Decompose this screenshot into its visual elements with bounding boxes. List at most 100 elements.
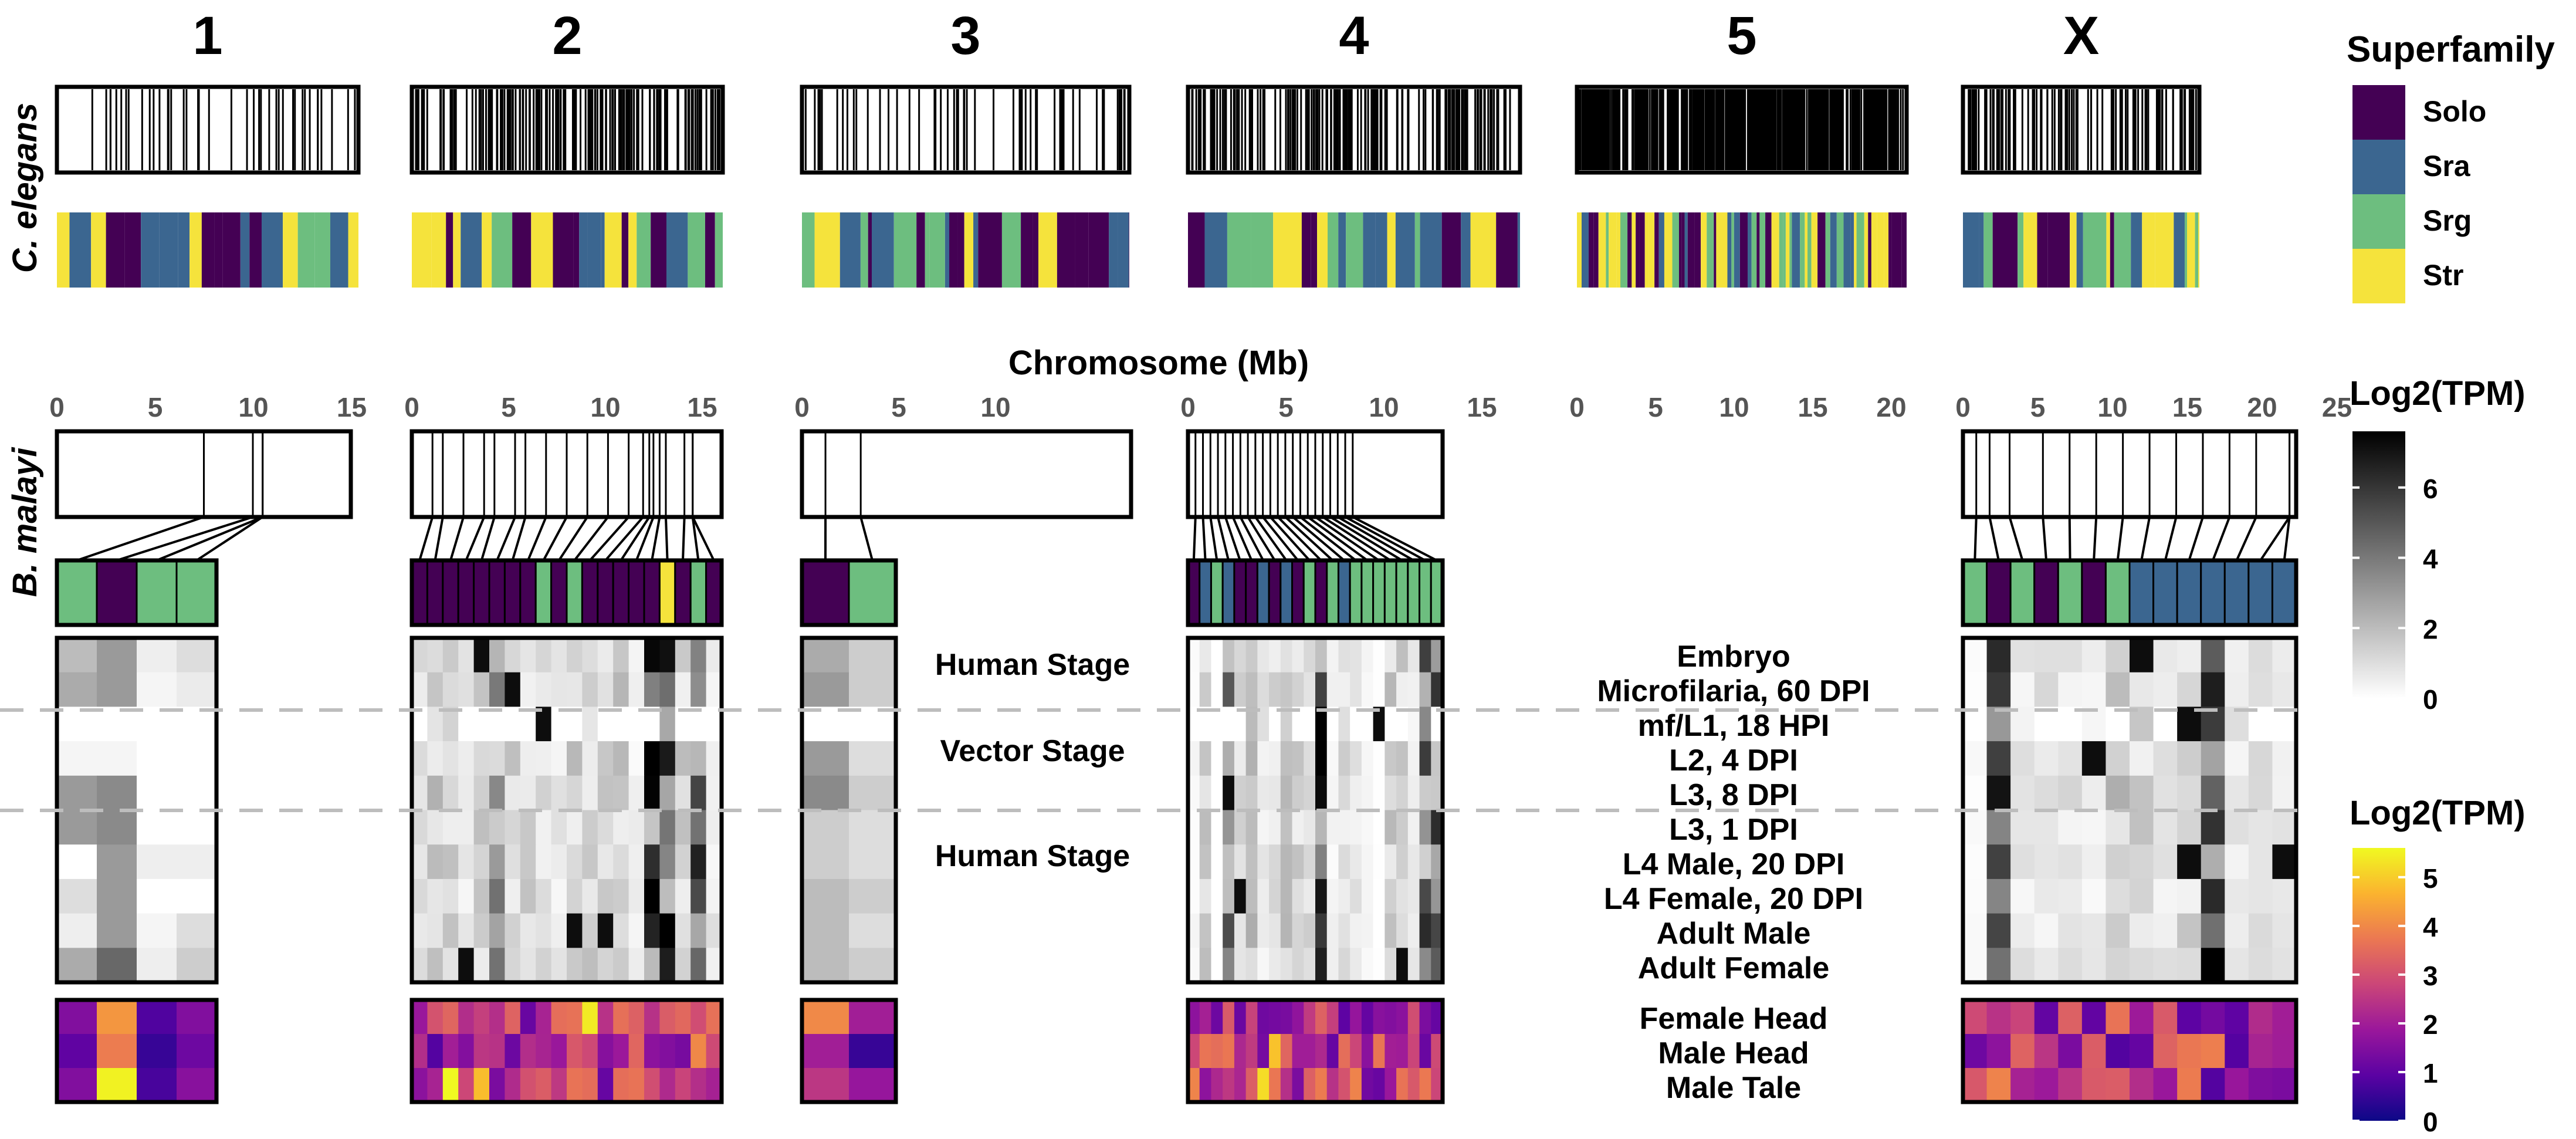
connector-line — [1269, 516, 1311, 562]
stage-heatmap-cell — [1211, 913, 1223, 948]
stage-heatmap-cell — [442, 672, 459, 707]
stage-heatmap-cell — [2272, 913, 2297, 948]
stage-heatmap-cell — [1211, 844, 1223, 880]
stage-heatmap-cell — [2034, 913, 2059, 948]
stage-heatmap-cell — [2130, 741, 2154, 776]
celegans-superfamily-segment — [1800, 212, 1805, 288]
stage-heatmap-cell — [2272, 775, 2297, 810]
stage-heatmap-cell — [1280, 775, 1293, 810]
stage-heatmap-cell — [849, 775, 896, 810]
bmalayi-superfamily-cell — [426, 559, 444, 626]
stage-heatmap-cell — [1245, 707, 1258, 742]
tissue-heatmap-cell — [177, 1034, 217, 1069]
stage-heatmap-cell — [1407, 741, 1420, 776]
bmalayi-superfamily-cell — [2104, 559, 2131, 626]
connector-line — [2116, 516, 2124, 561]
stage-heatmap-cell — [802, 948, 849, 983]
stage-heatmap-cell — [1338, 844, 1350, 880]
tissue-heatmap-cell — [489, 1000, 505, 1035]
stage-heatmap-cell — [1269, 672, 1281, 707]
stage-label: L4 Male, 20 DPI — [1623, 847, 1845, 881]
stage-heatmap-cell — [551, 844, 567, 880]
x-tick-label: 10 — [980, 392, 1010, 423]
celegans-superfamily-segment — [1627, 212, 1632, 288]
stage-heatmap-cell — [567, 638, 583, 673]
celegans-superfamily-segment — [715, 212, 723, 288]
celegans-superfamily-segment — [1577, 212, 1582, 288]
stage-heatmap-cell — [2034, 948, 2059, 983]
celegans-superfamily-segment — [69, 212, 92, 288]
stage-heatmap-cell — [613, 913, 629, 948]
bmalayi-superfamily-cell — [2009, 559, 2036, 626]
tissue-heatmap-cell — [706, 1000, 722, 1035]
bmalayi-superfamily-cell — [1256, 559, 1270, 626]
stage-heatmap-cell — [628, 810, 645, 845]
connector-line — [195, 516, 263, 562]
celegans-superfamily-segment — [1461, 212, 1471, 288]
stage-heatmap-cell — [1211, 638, 1223, 673]
bmalayi-superfamily-cell — [628, 559, 645, 626]
stage-heatmap-cell — [1350, 810, 1362, 845]
stage-heatmap-cell — [1986, 741, 2011, 776]
stage-heatmap-cell — [1280, 672, 1293, 707]
stage-heatmap-cell — [2081, 775, 2106, 810]
connector-line — [651, 516, 661, 561]
tissue-heatmap-cell — [458, 1000, 475, 1035]
stage-heatmap-cell — [505, 844, 521, 880]
stage-heatmap-cell — [2201, 913, 2225, 948]
stage-heatmap-cell — [659, 878, 676, 914]
tissue-heatmap-cell — [2248, 1000, 2273, 1035]
bmalayi-superfamily-cell — [1268, 559, 1282, 626]
stage-heatmap-cell — [458, 775, 475, 810]
stage-heatmap-cell — [505, 741, 521, 776]
stage-heatmap-cell — [1326, 913, 1339, 948]
stage-heatmap-cell — [1407, 948, 1420, 983]
stage-heatmap-cell — [1350, 672, 1362, 707]
celegans-superfamily-segment — [1884, 212, 1889, 288]
plasma-tick-label: 0 — [2423, 1107, 2438, 1137]
stage-heatmap-cell — [473, 775, 490, 810]
connector-line — [449, 516, 465, 561]
stage-heatmap-cell — [536, 775, 552, 810]
stage-heatmap-cell — [659, 948, 676, 983]
celegans-superfamily-segment — [802, 212, 815, 288]
stage-heatmap-cell — [473, 672, 490, 707]
stage-heatmap-cell — [1234, 913, 1247, 948]
tissue-heatmap-cell — [536, 1068, 552, 1103]
stage-heatmap-cell — [2081, 844, 2106, 880]
connector-line — [1299, 516, 1357, 562]
bmalayi-superfamily-cell — [56, 559, 98, 626]
stage-heatmap-cell — [2106, 741, 2130, 776]
chromosome-header: 5 — [1727, 6, 1756, 66]
tissue-heatmap-cell — [1419, 1068, 1431, 1103]
bmalayi-superfamily-cell — [612, 559, 630, 626]
superfamily-strip-border — [409, 558, 724, 627]
stage-heatmap-cell — [2201, 844, 2225, 880]
stage-heatmap-cell — [1407, 707, 1420, 742]
celegans-superfamily-segment — [492, 212, 513, 288]
stage-heatmap-cell — [1304, 707, 1316, 742]
stage-heatmap-cell — [1211, 948, 1223, 983]
stage-heatmap-cell — [551, 948, 567, 983]
species-label-bmalayi: B. malayi — [6, 447, 44, 597]
superfamily-strip-border — [55, 558, 219, 627]
tissue-heatmap-cell — [582, 1000, 598, 1035]
stage-heatmap-cell — [1234, 775, 1247, 810]
stage-heatmap-cell — [1211, 810, 1223, 845]
tissue-heatmap-cell — [2106, 1068, 2130, 1103]
stage-heatmap-cell — [1223, 741, 1235, 776]
stage-heatmap-cell — [2058, 707, 2083, 742]
stage-heatmap-cell — [1257, 844, 1270, 880]
stage-heatmap-cell — [1986, 844, 2011, 880]
stage-heatmap-cell — [1361, 707, 1374, 742]
tissue-heatmap-cell — [97, 1068, 137, 1103]
tissue-heatmap-cell — [644, 1000, 660, 1035]
tissue-heatmap-cell — [2201, 1000, 2225, 1035]
stage-heatmap-cell — [2225, 810, 2249, 845]
stage-heatmap-cell — [597, 775, 614, 810]
stage-heatmap-cell — [97, 775, 137, 810]
stage-separators — [0, 708, 2311, 812]
stage-heatmap-cell — [2177, 948, 2202, 983]
stage-heatmap-cell — [505, 775, 521, 810]
celegans-superfamily-segment — [159, 212, 178, 288]
